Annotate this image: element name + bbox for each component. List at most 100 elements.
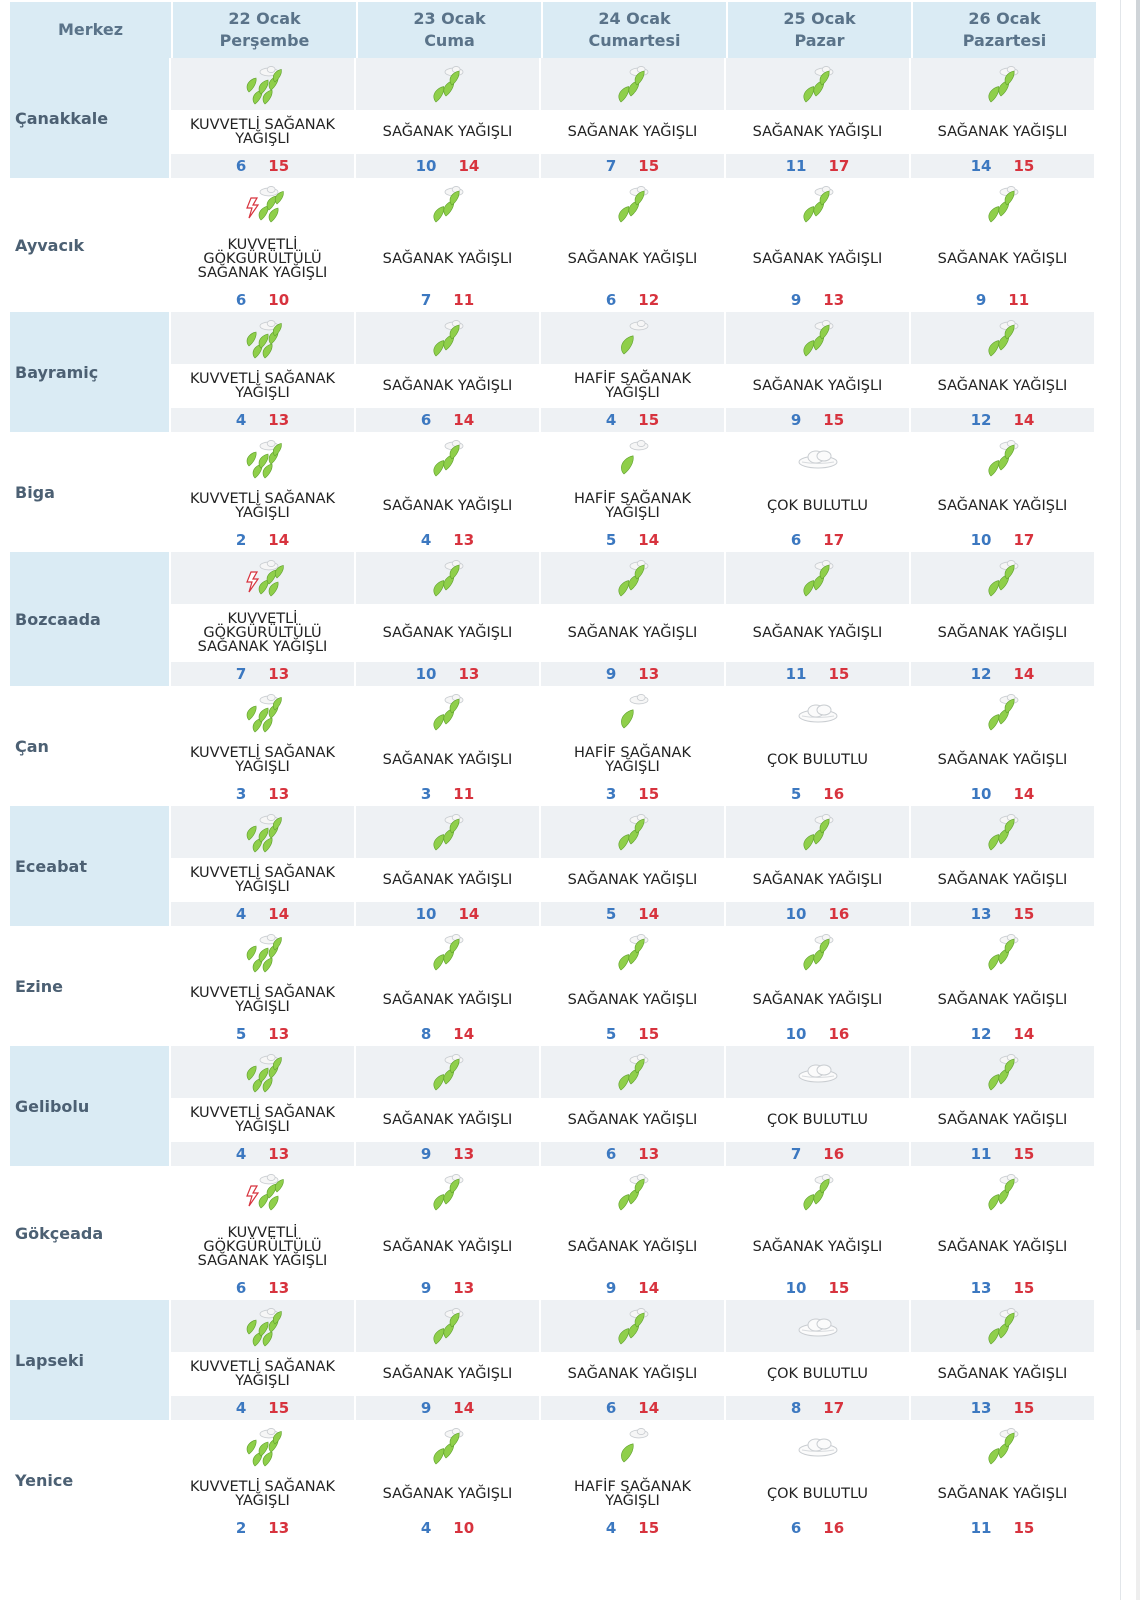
max-temp: 14	[1013, 1025, 1035, 1043]
forecast-cell: SAĞANAK YAĞIŞLI 10 17	[911, 432, 1094, 552]
rain-showers-icon	[911, 686, 1094, 738]
rain-showers-icon	[911, 312, 1094, 364]
temperature-range: 5 15	[541, 1022, 724, 1046]
max-temp: 14	[268, 531, 290, 549]
weather-description: KUVVETLİ SAĞANAK YAĞIŞLI	[189, 1105, 336, 1135]
light-rain-icon	[541, 432, 724, 484]
rain-showers-icon	[541, 806, 724, 858]
max-temp: 17	[823, 531, 845, 549]
weather-description: KUVVETLİ SAĞANAK YAĞIŞLI	[189, 1359, 336, 1389]
temperature-range: 13 15	[911, 1276, 1094, 1300]
weather-description: HAFİF SAĞANAK YAĞIŞLI	[574, 491, 691, 521]
min-temp: 6	[235, 291, 247, 309]
rain-showers-icon	[541, 926, 724, 978]
forecast-cell: SAĞANAK YAĞIŞLI 5 14	[541, 806, 726, 926]
forecast-cell: SAĞANAK YAĞIŞLI 6 13	[541, 1046, 726, 1166]
temperature-range: 11 15	[911, 1142, 1094, 1166]
max-temp: 15	[638, 411, 660, 429]
forecast-cell: SAĞANAK YAĞIŞLI 11 15	[911, 1046, 1094, 1166]
weather-description: SAĞANAK YAĞIŞLI	[937, 251, 1068, 267]
forecast-cell: SAĞANAK YAĞIŞLI 7 15	[541, 58, 726, 178]
min-temp: 13	[970, 1279, 992, 1297]
min-temp: 3	[235, 785, 247, 803]
max-temp: 13	[638, 1145, 660, 1163]
forecast-cell: KUVVETLİ GÖKGÜRÜLTÜLÜ SAĞANAK YAĞIŞLI 6 …	[171, 178, 356, 312]
min-temp: 4	[235, 411, 247, 429]
city-label: Bozcaada	[15, 609, 101, 629]
city-label: Bayramiç	[15, 362, 99, 382]
weather-description: SAĞANAK YAĞIŞLI	[937, 1366, 1068, 1382]
table-row: Eceabat KUVVETLİ SAĞANAK YAĞIŞLI 4 14 SA…	[10, 806, 1113, 926]
forecast-cell: SAĞANAK YAĞIŞLI 9 14	[541, 1166, 726, 1300]
rain-showers-icon	[356, 926, 539, 978]
city-name: Biga	[10, 432, 171, 552]
thunder-rain-icon	[171, 1166, 354, 1218]
forecast-cell: SAĞANAK YAĞIŞLI 6 12	[541, 178, 726, 312]
forecast-cell: SAĞANAK YAĞIŞLI 13 15	[911, 1300, 1094, 1420]
forecast-cell: SAĞANAK YAĞIŞLI 9 14	[356, 1300, 541, 1420]
forecast-cell: SAĞANAK YAĞIŞLI 10 14	[911, 686, 1094, 806]
min-temp: 11	[785, 157, 807, 175]
forecast-cell: KUVVETLİ SAĞANAK YAĞIŞLI 6 15	[171, 58, 356, 178]
forecast-cell: KUVVETLİ SAĞANAK YAĞIŞLI 4 15	[171, 1300, 356, 1420]
forecast-cell: SAĞANAK YAĞIŞLI 4 10	[356, 1420, 541, 1540]
cloudy-icon	[726, 432, 909, 484]
max-temp: 13	[823, 291, 845, 309]
header-day-5: 26 Ocak Pazartesi	[913, 2, 1096, 58]
min-temp: 11	[970, 1519, 992, 1537]
weather-description: SAĞANAK YAĞIŞLI	[382, 378, 513, 394]
weather-description: KUVVETLİ GÖKGÜRÜLTÜLÜ SAĞANAK YAĞIŞLI	[197, 611, 328, 655]
weather-description: HAFİF SAĞANAK YAĞIŞLI	[574, 1479, 691, 1509]
max-temp: 14	[453, 1025, 475, 1043]
max-temp: 15	[1013, 905, 1035, 923]
table-row: Bozcaada KUVVETLİ GÖKGÜRÜLTÜLÜ SAĞANAK Y…	[10, 552, 1113, 686]
forecast-cell: SAĞANAK YAĞIŞLI 10 14	[356, 806, 541, 926]
table-header: Merkez 22 Ocak Perşembe 23 Ocak Cuma 24 Oc…	[10, 2, 1113, 58]
min-temp: 8	[790, 1399, 802, 1417]
max-temp: 16	[828, 1025, 850, 1043]
weather-description: SAĞANAK YAĞIŞLI	[382, 872, 513, 888]
rain-showers-icon	[541, 1300, 724, 1352]
temperature-range: 9 15	[726, 408, 909, 432]
max-temp: 15	[638, 1519, 660, 1537]
weather-description: SAĞANAK YAĞIŞLI	[752, 872, 883, 888]
max-temp: 13	[268, 1145, 290, 1163]
forecast-cell: SAĞANAK YAĞIŞLI 12 14	[911, 552, 1094, 686]
scrollbar[interactable]	[1136, 0, 1140, 1600]
temperature-range: 14 15	[911, 154, 1094, 178]
heavy-rain-icon	[171, 926, 354, 978]
temperature-range: 3 15	[541, 782, 724, 806]
max-temp: 15	[828, 1279, 850, 1297]
weather-description: SAĞANAK YAĞIŞLI	[567, 1366, 698, 1382]
temperature-range: 4 13	[356, 528, 539, 552]
weather-description: SAĞANAK YAĞIŞLI	[937, 872, 1068, 888]
forecast-cell: SAĞANAK YAĞIŞLI 6 14	[541, 1300, 726, 1420]
temperature-range: 5 14	[541, 528, 724, 552]
weather-description: SAĞANAK YAĞIŞLI	[382, 1112, 513, 1128]
header-date: 24 Ocak	[598, 9, 671, 28]
max-temp: 17	[823, 1399, 845, 1417]
temperature-range: 4 15	[541, 408, 724, 432]
weather-description: SAĞANAK YAĞIŞLI	[382, 752, 513, 768]
temperature-range: 4 13	[171, 1142, 354, 1166]
temperature-range: 12 14	[911, 1022, 1094, 1046]
forecast-cell: KUVVETLİ SAĞANAK YAĞIŞLI 3 13	[171, 686, 356, 806]
max-temp: 15	[1013, 1519, 1035, 1537]
weather-description: SAĞANAK YAĞIŞLI	[567, 872, 698, 888]
forecast-cell: ÇOK BULUTLU 6 16	[726, 1420, 911, 1540]
temperature-range: 3 13	[171, 782, 354, 806]
heavy-rain-icon	[171, 806, 354, 858]
forecast-cell: SAĞANAK YAĞIŞLI 10 13	[356, 552, 541, 686]
city-label: Gelibolu	[15, 1096, 90, 1116]
max-temp: 14	[458, 157, 480, 175]
city-label: Yenice	[15, 1470, 74, 1490]
max-temp: 16	[823, 1145, 845, 1163]
weather-description: KUVVETLİ SAĞANAK YAĞIŞLI	[189, 371, 336, 401]
forecast-cell: KUVVETLİ SAĞANAK YAĞIŞLI 4 13	[171, 312, 356, 432]
weather-description: ÇOK BULUTLU	[766, 1486, 868, 1502]
min-temp: 6	[605, 291, 617, 309]
weather-description: SAĞANAK YAĞIŞLI	[382, 1239, 513, 1255]
max-temp: 10	[453, 1519, 475, 1537]
temperature-range: 2 14	[171, 528, 354, 552]
light-rain-icon	[541, 312, 724, 364]
